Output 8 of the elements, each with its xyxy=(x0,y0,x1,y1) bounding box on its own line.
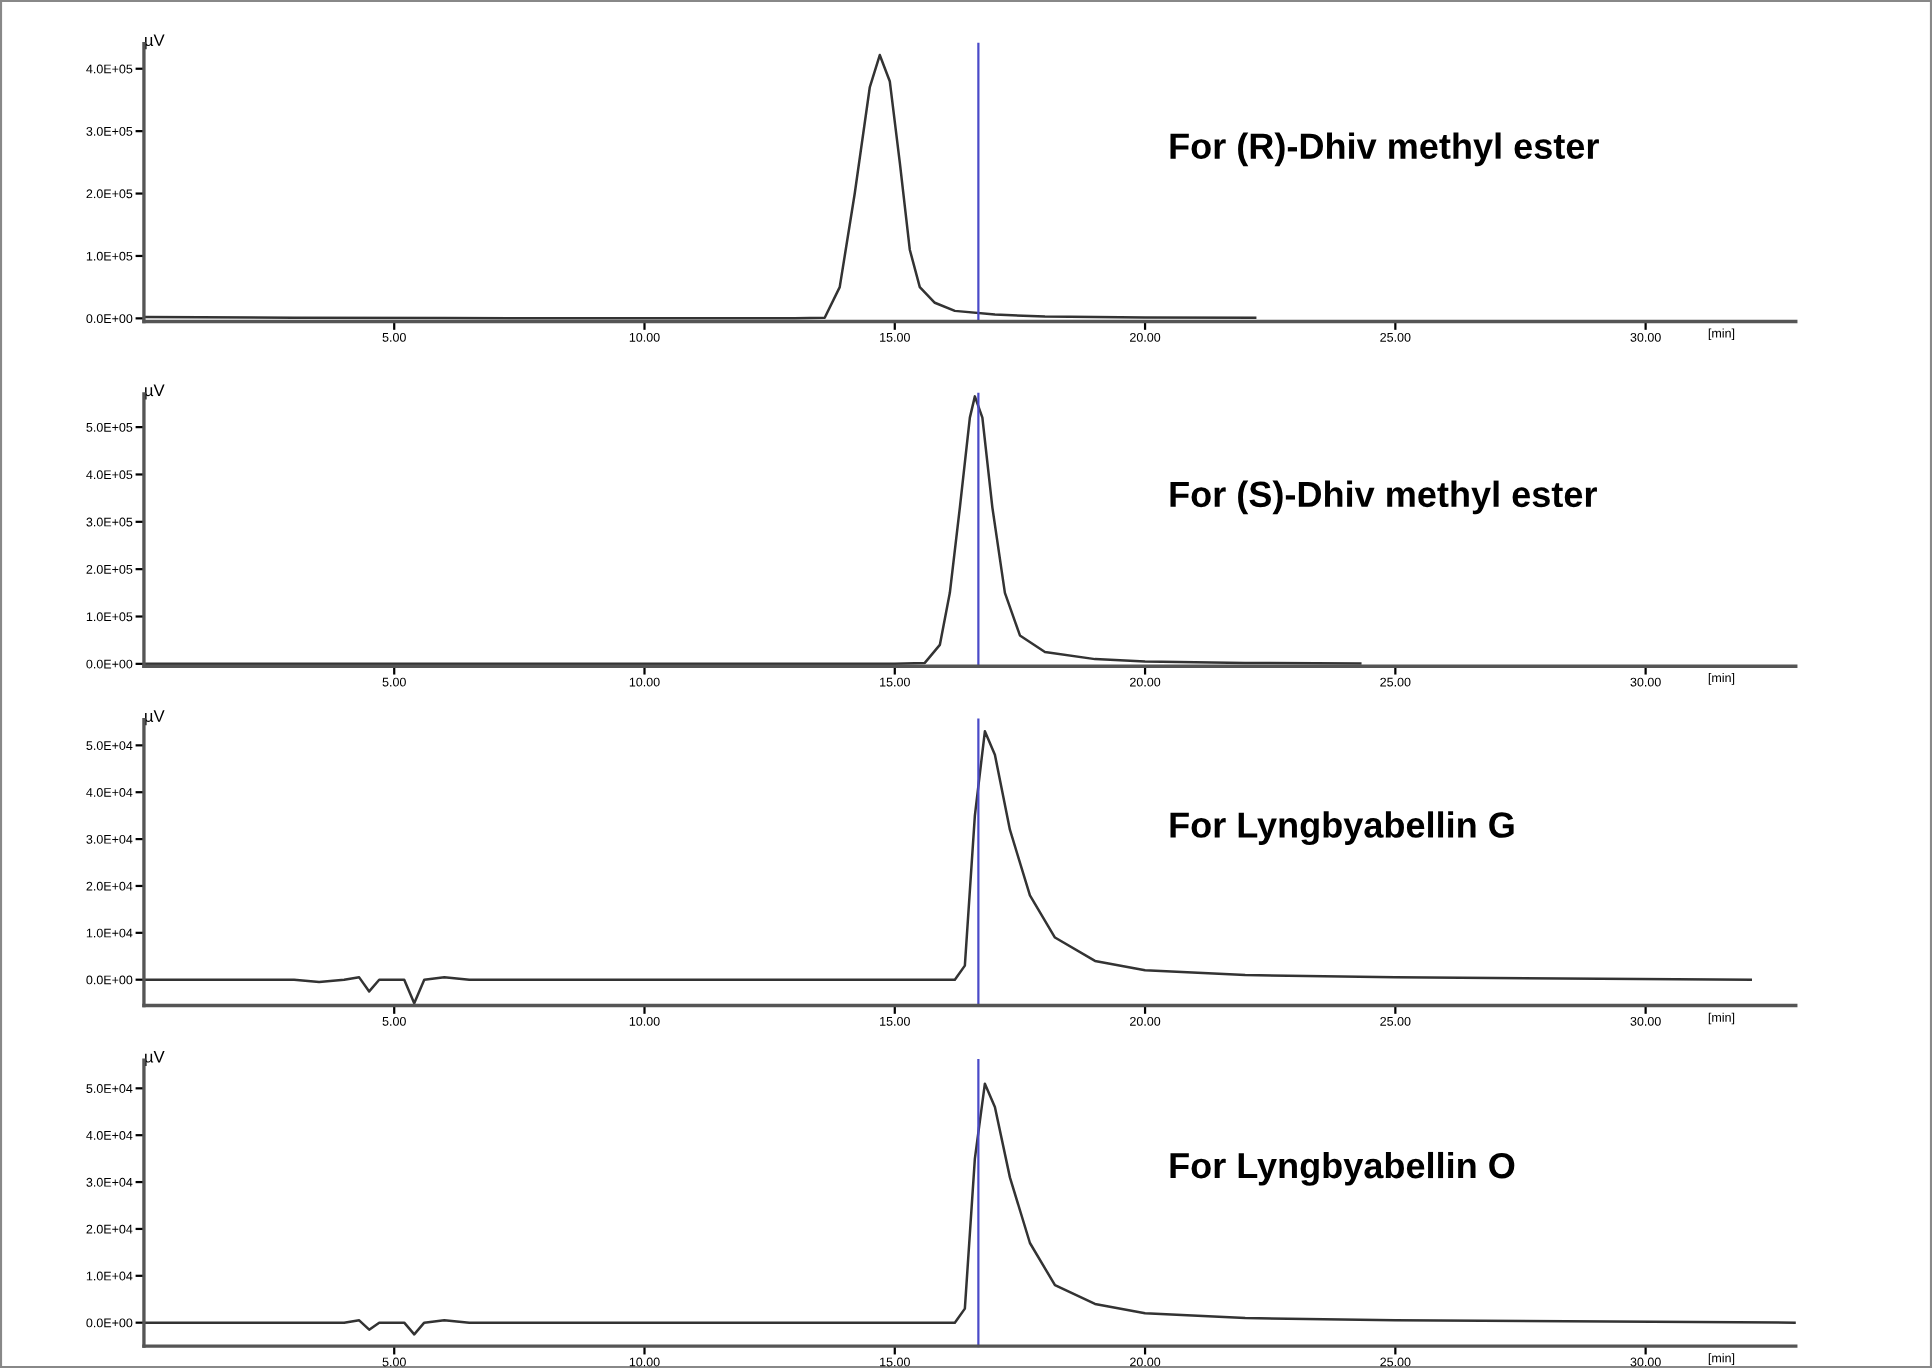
y-axis-title: µV xyxy=(145,1050,165,1066)
annotation: For Lyngbyabellin G xyxy=(1170,811,1514,846)
annotation: For Lyngbyabellin O xyxy=(1170,1151,1515,1186)
annotation: For (S)-Dhiv methyl ester xyxy=(1170,480,1597,515)
y-axis-title: µV xyxy=(145,34,165,50)
annotation: For (R)-Dhiv methyl ester xyxy=(1170,132,1599,167)
y-axis-title: µV xyxy=(145,710,165,726)
y-axis-title: µV xyxy=(145,384,165,400)
